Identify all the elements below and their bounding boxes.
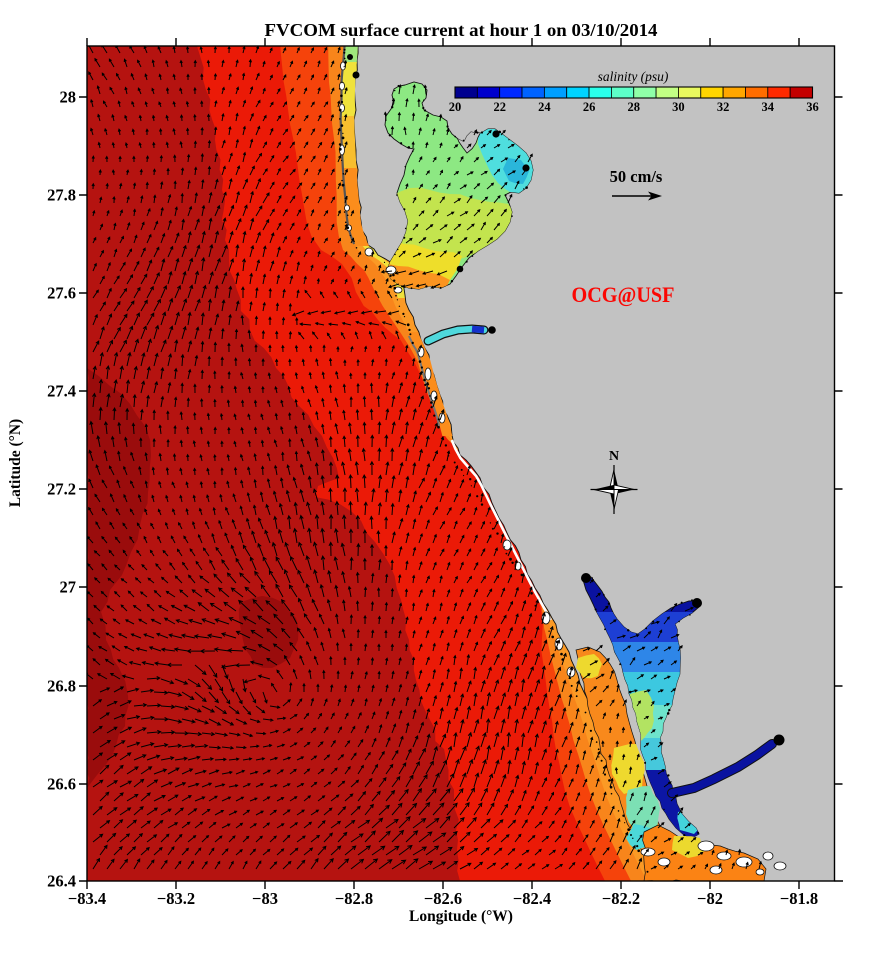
svg-text:26.8: 26.8 — [47, 677, 76, 696]
svg-text:24: 24 — [538, 100, 551, 114]
svg-text:28: 28 — [60, 88, 77, 107]
svg-text:−81.8: −81.8 — [780, 889, 818, 908]
svg-text:−83.2: −83.2 — [157, 889, 195, 908]
svg-text:Longitude (°W): Longitude (°W) — [409, 908, 513, 925]
svg-text:−83: −83 — [252, 889, 278, 908]
svg-text:Latitude (°N): Latitude (°N) — [7, 419, 24, 507]
svg-text:−83.4: −83.4 — [68, 889, 106, 908]
svg-text:−82: −82 — [697, 889, 723, 908]
svg-text:27.6: 27.6 — [47, 284, 76, 303]
svg-text:26.4: 26.4 — [47, 872, 76, 891]
svg-text:FVCOM surface current at hour: FVCOM surface current at hour 1 on 03/10… — [265, 20, 658, 40]
svg-text:28: 28 — [628, 100, 641, 114]
svg-text:26: 26 — [583, 100, 596, 114]
svg-text:−82.8: −82.8 — [335, 889, 373, 908]
svg-text:34: 34 — [762, 100, 775, 114]
svg-text:N: N — [609, 449, 619, 464]
svg-text:50 cm/s: 50 cm/s — [610, 167, 663, 186]
svg-text:−82.2: −82.2 — [602, 889, 640, 908]
svg-text:−82.6: −82.6 — [424, 889, 462, 908]
svg-text:20: 20 — [449, 100, 462, 114]
svg-text:32: 32 — [717, 100, 730, 114]
svg-text:27.4: 27.4 — [47, 382, 76, 401]
svg-text:36: 36 — [806, 100, 819, 114]
svg-text:26.6: 26.6 — [47, 775, 76, 794]
svg-text:salinity (psu): salinity (psu) — [598, 69, 669, 84]
svg-text:27.8: 27.8 — [47, 186, 76, 205]
svg-text:27.2: 27.2 — [47, 480, 76, 499]
svg-text:27: 27 — [60, 578, 77, 597]
svg-text:30: 30 — [672, 100, 685, 114]
svg-text:OCG@USF: OCG@USF — [572, 282, 675, 307]
svg-text:22: 22 — [493, 100, 506, 114]
svg-text:−82.4: −82.4 — [513, 889, 551, 908]
